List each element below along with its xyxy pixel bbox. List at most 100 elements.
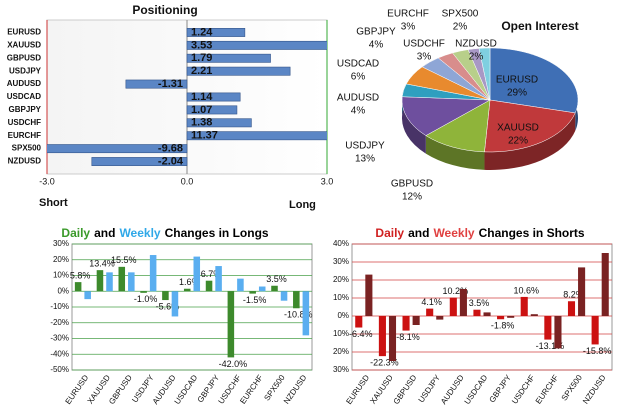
bar	[118, 266, 126, 292]
bar	[128, 272, 135, 292]
slice-value: 13%	[355, 154, 375, 165]
title-part: and	[408, 226, 429, 240]
value-label: 4.1%	[421, 297, 442, 307]
bar	[186, 53, 271, 63]
axis-annotation: Short	[39, 197, 68, 209]
pie-slice-side	[425, 135, 485, 170]
title-part: Weekly	[433, 226, 474, 240]
bar	[302, 291, 310, 336]
bar	[186, 92, 241, 102]
bar	[530, 314, 538, 316]
value-label: -9.68	[158, 143, 183, 155]
bars	[47, 28, 327, 166]
bar	[271, 285, 278, 292]
value-label: -42.0%	[219, 359, 248, 369]
value-label: -1.8%	[491, 321, 515, 331]
pie-slice-side	[484, 112, 576, 170]
y-tick-label: -50%	[50, 365, 69, 374]
value-label: 10.2%	[443, 286, 469, 296]
bar	[258, 286, 266, 292]
chart-title: Daily and Weekly Changes in Shorts	[375, 226, 585, 240]
bar	[186, 131, 327, 141]
category-label: AUDUSD	[7, 79, 41, 88]
bar	[497, 316, 505, 320]
value-label: 6.7%	[201, 269, 222, 279]
bar	[554, 316, 562, 349]
value-label: 10.6%	[513, 285, 539, 295]
bar	[186, 105, 238, 115]
bar	[183, 288, 191, 292]
slice-label: USDCAD	[337, 59, 379, 70]
bar	[237, 278, 244, 292]
y-tick-label: 30%	[53, 239, 69, 248]
y-tick-label: 40%	[333, 239, 349, 248]
slice-label: GBPJPY	[356, 27, 396, 38]
title-part: Weekly	[119, 226, 160, 240]
title-part: Daily	[375, 226, 404, 240]
value-label: 3.53	[191, 39, 212, 51]
bar	[249, 291, 256, 294]
y-tick-label: 20%	[333, 347, 349, 356]
value-label: 15.5%	[111, 255, 137, 265]
slice-value: 2%	[469, 52, 484, 63]
x-tick-label: 3.0	[321, 176, 334, 186]
pie-slice-side	[402, 96, 426, 154]
pie-slice	[484, 99, 576, 153]
value-label: 8.2%	[563, 290, 584, 300]
bar	[412, 316, 420, 325]
slice-value: 3%	[401, 22, 416, 33]
y-tick-label: 0%	[337, 311, 349, 320]
slice-label: EURCHF	[387, 9, 429, 20]
value-label: 1.24	[191, 26, 213, 38]
y-tick-label: -20%	[50, 318, 69, 327]
value-label: 13.4%	[89, 259, 115, 269]
y-tick-label: -40%	[50, 349, 69, 358]
bar	[388, 316, 397, 361]
slice-label: AUDUSD	[337, 93, 379, 104]
bar	[96, 270, 104, 292]
bar	[280, 291, 288, 301]
bar	[162, 291, 169, 301]
bar	[186, 28, 246, 37]
bar	[355, 316, 363, 328]
slice-label: NZDUSD	[455, 39, 497, 50]
value-label: 2.21	[191, 65, 212, 77]
bar	[140, 291, 147, 293]
slice-label: GBPUSD	[391, 179, 433, 190]
bar	[520, 296, 528, 316]
chart-title: Daily and Weekly Changes in Longs	[61, 226, 269, 240]
bar	[578, 267, 586, 316]
category-label: EURUSD	[7, 28, 41, 37]
value-label: -6.4%	[349, 329, 373, 339]
pie-slice	[478, 47, 491, 101]
pie-slice	[401, 96, 491, 136]
bar	[227, 291, 235, 358]
value-label: 5.8%	[70, 270, 91, 280]
chart-title: Open Interest	[501, 19, 578, 33]
slice-label: USDCHF	[403, 39, 445, 50]
category-label: USDJPY	[9, 66, 42, 75]
value-label: -1.31	[158, 78, 183, 90]
value-label: 1.38	[191, 117, 212, 129]
category-label: SPX500	[12, 144, 42, 153]
bar	[74, 282, 82, 292]
bar	[436, 316, 444, 320]
bar	[591, 316, 599, 345]
y-tick-label: -30%	[50, 334, 69, 343]
slice-value: 22%	[508, 136, 528, 147]
title-part: Daily	[61, 226, 90, 240]
slice-label: EURUSD	[496, 75, 538, 86]
slice-value: 29%	[507, 88, 527, 99]
bar	[186, 40, 327, 50]
slice-value: 3%	[417, 52, 432, 63]
category-label: EURCHF	[8, 131, 41, 140]
bar	[601, 253, 609, 316]
bar	[215, 266, 222, 292]
bar	[106, 272, 113, 292]
y-tick-label: 10%	[53, 271, 69, 280]
bar	[171, 291, 179, 317]
bar	[205, 280, 213, 292]
bar	[91, 157, 188, 166]
bar	[402, 316, 410, 331]
bar	[449, 297, 457, 316]
